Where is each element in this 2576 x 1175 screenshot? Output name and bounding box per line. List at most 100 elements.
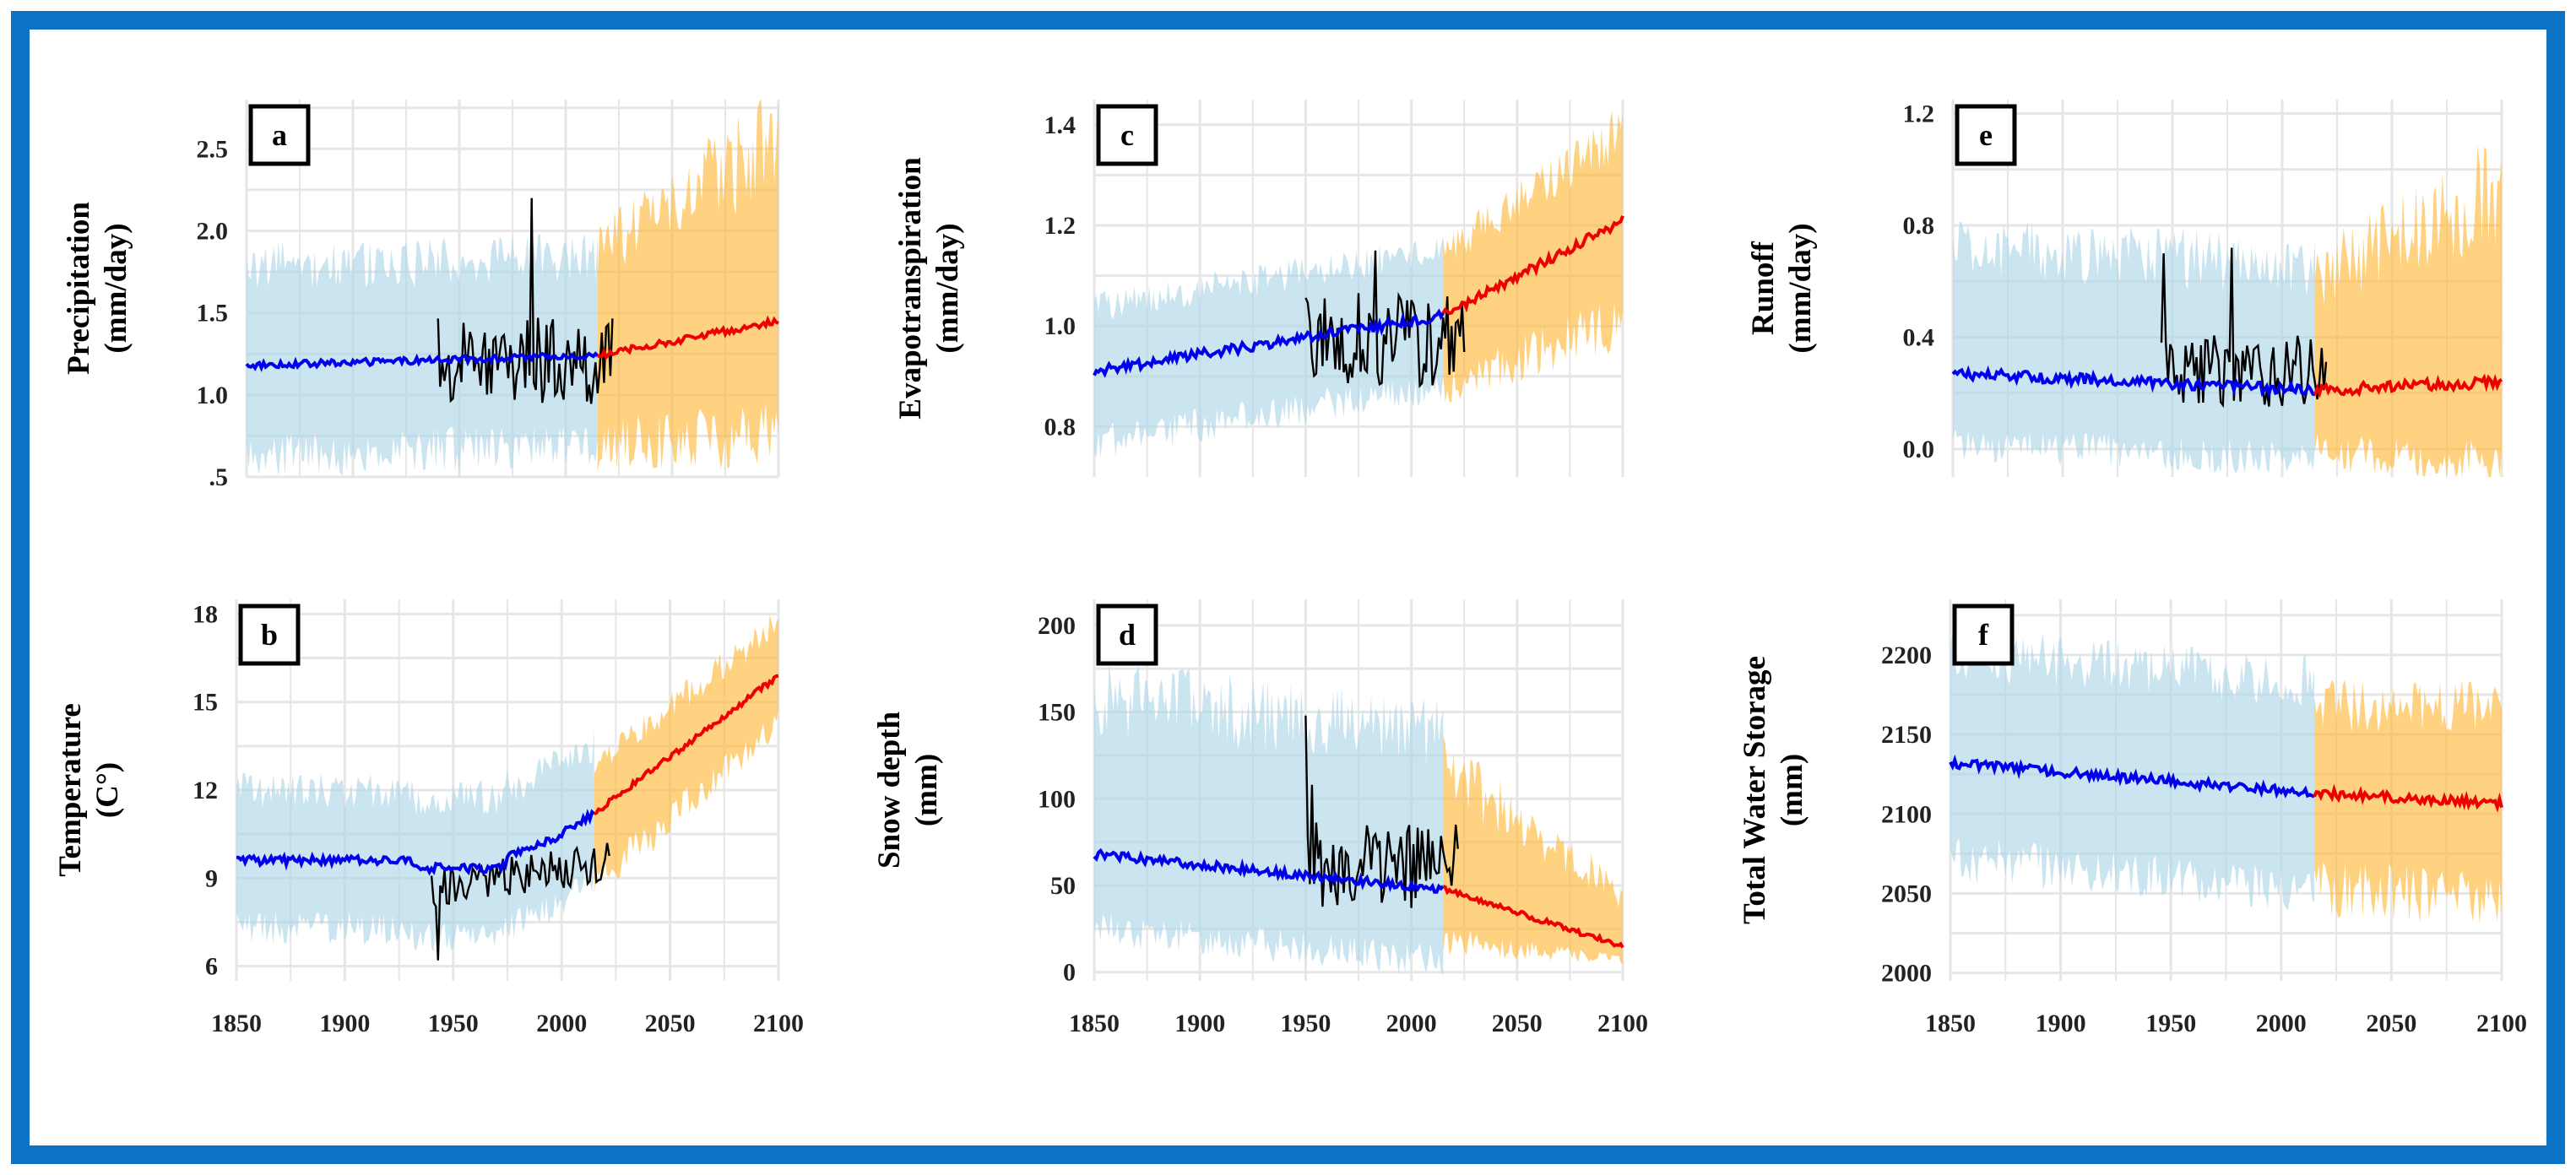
x-tick-label: 1850 [1069,1010,1120,1037]
y-tick-label: 1.0 [197,382,229,409]
x-tick-label: 1850 [1925,1010,1976,1037]
x-tick-label: 2050 [2366,1010,2416,1037]
y-tick-label: 0.4 [1903,323,1935,351]
historical-band-e [1953,220,2315,474]
panel-a: .5 1.0 1.5 2.0 2.5 Precipitation (mm/day) a [62,100,780,491]
future-line-f [2313,783,2503,813]
y-axis-label: Evapotranspiration [893,157,928,420]
x-tick-label: 2050 [645,1010,696,1037]
y-tick-label: 15 [193,689,218,717]
panel-label-box [1955,104,2017,166]
panel-label-box [1096,604,1158,666]
future-line-c [1441,215,1624,316]
panel-label: b [261,618,278,652]
historical-line-e [1951,365,2316,399]
y-tick-label: 1.2 [1903,100,1935,128]
historical-line-b [236,809,596,876]
y-tick-label: 18 [193,600,218,628]
panel-label: e [1979,118,1993,152]
y-tick-label: 200 [1038,612,1076,640]
x-tick-label: 1900 [2036,1010,2086,1037]
y-tick-label: 1.0 [1044,312,1076,340]
y-axis-label: (mm/day) [930,223,965,353]
y-axis-label: (mm/day) [99,223,133,353]
historical-line-d [1093,847,1445,894]
x-tick-label: 2100 [2476,1010,2527,1037]
observed-line-e [2160,247,2328,409]
x-tick-label: 1950 [2145,1010,2196,1037]
y-axis-label: Precipitation [62,202,96,375]
y-axis-label: (C°) [90,762,125,818]
y-tick-label: 1.4 [1044,111,1076,139]
observed-line-d [1304,715,1459,908]
x-tick-label: 2000 [536,1010,587,1037]
y-axis-label: Temperature [53,703,88,877]
historical-line-c [1093,308,1445,378]
y-tick-label: 12 [193,777,218,804]
x-tick-label: 1850 [211,1010,262,1037]
y-tick-label: 2050 [1881,880,1932,907]
historical-band-f [1950,630,2314,911]
y-axis-label: (mm) [909,754,944,826]
observed-line-c [1304,250,1466,388]
panel-label-box [1952,604,2015,666]
x-tick-label: 2100 [1597,1010,1648,1037]
y-tick-label: 0 [1063,959,1076,987]
y-tick-label: 2.0 [197,217,229,245]
historical-line-a [245,351,599,372]
panel-label: d [1119,618,1136,652]
panel-label: f [1978,618,1989,652]
y-tick-label: 0.8 [1903,212,1935,240]
panel-d: 0 50 100 150 200 1850 1900 1950 2000 2050 2100 Snow… [872,599,1648,1037]
future-line-e [2313,373,2503,398]
panel-label-box [1096,104,1158,166]
panel-label: a [272,118,287,152]
future-line-a [597,315,779,360]
future-band-e [2315,144,2502,477]
x-tick-label: 2100 [753,1010,804,1037]
panel-label-box [248,104,311,166]
panel-c: 0.8 1.0 1.2 1.4 Evapotranspiration (mm/day) c [893,100,1624,477]
panel-f: 2000 2050 2100 2150 2200 1850 1900 1950 2000 2050… [1738,599,2527,1037]
observed-line-b [430,842,610,961]
historical-band-a [247,232,598,477]
y-tick-label: 1.2 [1044,212,1076,240]
y-axis-label: Runoff [1746,241,1781,335]
historical-band-d [1094,662,1444,977]
y-tick-label: 1.5 [197,300,229,328]
x-tick-label: 1950 [428,1010,479,1037]
y-tick-label: 2100 [1881,800,1932,828]
panel-label-box [238,604,301,666]
y-tick-label: 150 [1038,699,1076,727]
y-tick-label: 2.5 [197,135,229,163]
x-tick-label: 1950 [1280,1010,1331,1037]
panel-b: 6 9 12 15 18 1850 1900 1950 2000 2050 2100 Temperat… [53,599,804,1037]
panel-e: 0.0 0.4 0.8 1.2 Runoff (mm/day) e [1746,100,2503,477]
future-band-c [1443,110,1623,403]
future-band-a [597,100,778,473]
x-tick-label: 1900 [319,1010,370,1037]
y-tick-label: 2200 [1881,642,1932,669]
future-band-d [1443,734,1623,964]
future-line-d [1442,885,1624,949]
y-axis-label: (mm) [1775,754,1809,826]
y-tick-label: 2150 [1881,721,1932,749]
x-tick-label: 2000 [2256,1010,2307,1037]
y-axis-label: (mm/day) [1783,223,1818,353]
y-axis-label: Total Water Storage [1738,656,1772,924]
y-tick-label: 50 [1050,872,1076,900]
panel-label: c [1120,118,1134,152]
y-tick-label: 100 [1038,785,1076,813]
x-tick-label: 2000 [1386,1010,1437,1037]
y-tick-label: 9 [205,864,218,892]
x-tick-label: 2050 [1492,1010,1543,1037]
future-band-f [2314,680,2502,924]
y-tick-label: 0.8 [1044,413,1076,441]
y-tick-label: .5 [209,463,229,491]
future-line-b [593,674,779,816]
y-tick-label: 2000 [1881,960,1932,988]
historical-band-b [236,731,594,952]
future-band-b [594,615,778,895]
